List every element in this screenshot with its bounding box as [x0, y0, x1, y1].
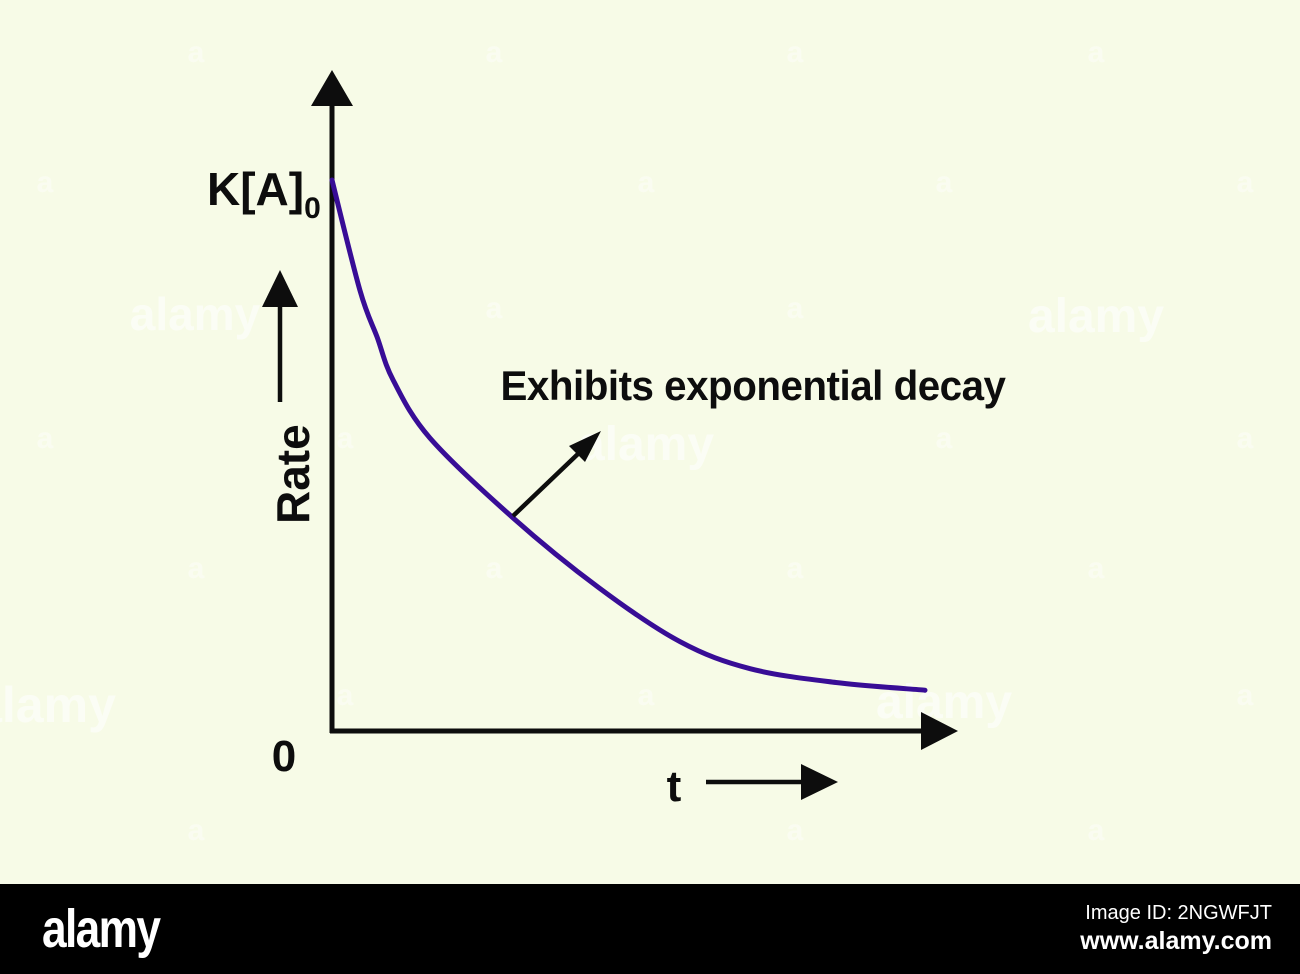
x-axis-label: t: [667, 762, 682, 811]
watermark-a: a: [37, 166, 54, 199]
watermark-alamy: alamy: [1028, 290, 1164, 343]
decay-curve: [329, 177, 928, 693]
x-axis-arrowhead-icon: [921, 712, 958, 750]
annotation-text: Exhibits exponential decay: [501, 362, 1007, 409]
watermark-a: a: [787, 36, 804, 69]
watermark-a: a: [1237, 679, 1254, 712]
origin-label: 0: [272, 732, 296, 781]
watermark-a: a: [1237, 422, 1254, 455]
watermark-a: a: [638, 679, 655, 712]
alamy-url-text: www.alamy.com: [1080, 926, 1272, 955]
watermark-a: a: [787, 552, 804, 585]
watermark-a: a: [486, 552, 503, 585]
watermark-a: a: [337, 679, 354, 712]
image-id-text: Image ID: 2NGWFJT: [1085, 901, 1272, 924]
watermark-a: a: [638, 166, 655, 199]
watermark-a: a: [486, 292, 503, 325]
watermark-alamy: alamy: [578, 418, 714, 471]
y-intercept-label: K[A]0: [207, 163, 321, 225]
watermark-layer: alamy alamy alamy alamy alamy a a a a a a a a a a a a a a a…: [0, 36, 1254, 847]
y-axis-arrowhead-icon: [311, 70, 353, 106]
t-arrowhead-icon: [801, 764, 838, 800]
watermark-a: a: [188, 36, 205, 69]
y-axis-label: Rate: [267, 424, 319, 524]
watermark-a: a: [936, 166, 953, 199]
watermark-alamy: alamy: [0, 677, 116, 733]
decay-chart: alamy alamy alamy alamy alamy a a a a a a a a a a a a a a a…: [0, 36, 1254, 847]
watermark-a: a: [1088, 36, 1105, 69]
watermark-alamy: alamy: [130, 288, 261, 340]
watermark-a: a: [1237, 166, 1254, 199]
footer-bar: alamy Image ID: 2NGWFJT www.alamy.com: [0, 884, 1300, 974]
watermark-alamy: alamy: [876, 676, 1012, 729]
alamy-logo: alamy: [42, 899, 161, 959]
annotation-arrow: [511, 450, 582, 518]
watermark-a: a: [486, 36, 503, 69]
watermark-a: a: [188, 552, 205, 585]
footer-credits: Image ID: 2NGWFJT www.alamy.com: [1080, 901, 1272, 957]
watermark-a: a: [37, 422, 54, 455]
watermark-a: a: [188, 814, 205, 847]
watermark-a: a: [787, 292, 804, 325]
watermark-a: a: [787, 814, 804, 847]
watermark-a: a: [1088, 814, 1105, 847]
watermark-a: a: [1088, 552, 1105, 585]
watermark-a: a: [337, 422, 354, 455]
rate-arrowhead-icon: [262, 270, 298, 307]
annotation-arrowhead-icon: [569, 431, 601, 462]
y-intercept-subscript: 0: [304, 192, 321, 225]
watermark-a: a: [936, 422, 953, 455]
